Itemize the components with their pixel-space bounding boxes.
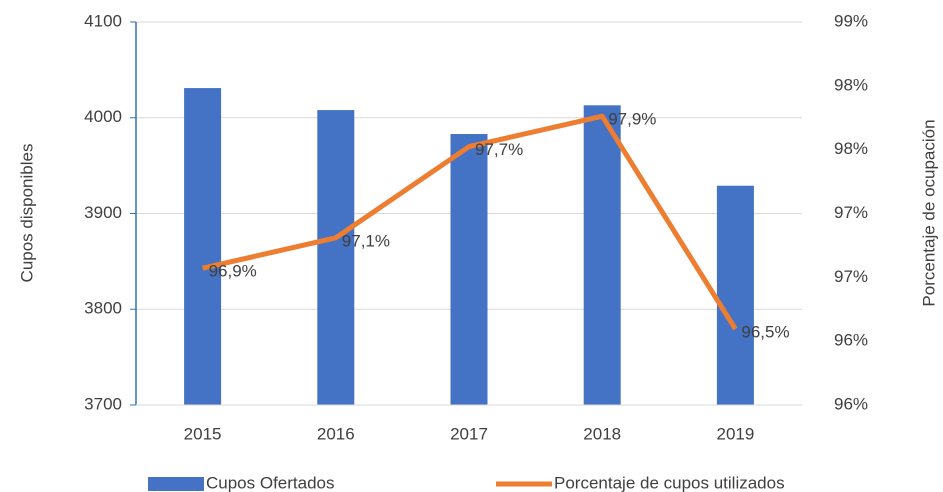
y2-tick-label: 96% <box>834 331 868 350</box>
y-tick-label: 3700 <box>84 394 122 413</box>
y2-tick-label: 98% <box>834 75 868 94</box>
y2-tick-label: 97% <box>834 203 868 222</box>
data-label: 97,9% <box>608 110 656 129</box>
line <box>202 113 738 331</box>
y2-tick-label: 97% <box>834 267 868 286</box>
x-tick-label: 2018 <box>583 424 621 443</box>
data-label: 96,5% <box>741 322 789 341</box>
y2-tick-label: 96% <box>834 394 868 413</box>
bar <box>317 110 355 405</box>
legend-label: Cupos Ofertados <box>206 473 335 492</box>
legend-label: Porcentaje de cupos utilizados <box>554 473 785 492</box>
data-label: 97,1% <box>342 231 390 250</box>
bar <box>184 88 222 405</box>
legend-swatch <box>148 477 204 491</box>
x-tick-label: 2016 <box>317 424 355 443</box>
bar <box>583 105 621 406</box>
x-tick-label: 2015 <box>184 424 222 443</box>
y-tick-label: 3900 <box>84 203 122 222</box>
y2-tick-label: 99% <box>834 11 868 30</box>
y-axis-title: Cupos disponibles <box>17 144 36 283</box>
y-tick-label: 4100 <box>84 11 122 30</box>
y-tick-label: 3800 <box>84 299 122 318</box>
y2-tick-label: 98% <box>834 139 868 158</box>
x-tick-label: 2019 <box>716 424 754 443</box>
x-tick-label: 2017 <box>450 424 488 443</box>
y2-axis-title: Porcentaje de ocupación <box>919 119 938 306</box>
data-label: 97,7% <box>475 140 523 159</box>
data-label: 96,9% <box>209 262 257 281</box>
bar <box>716 185 754 405</box>
bar <box>450 134 488 405</box>
y-tick-label: 4000 <box>84 107 122 126</box>
